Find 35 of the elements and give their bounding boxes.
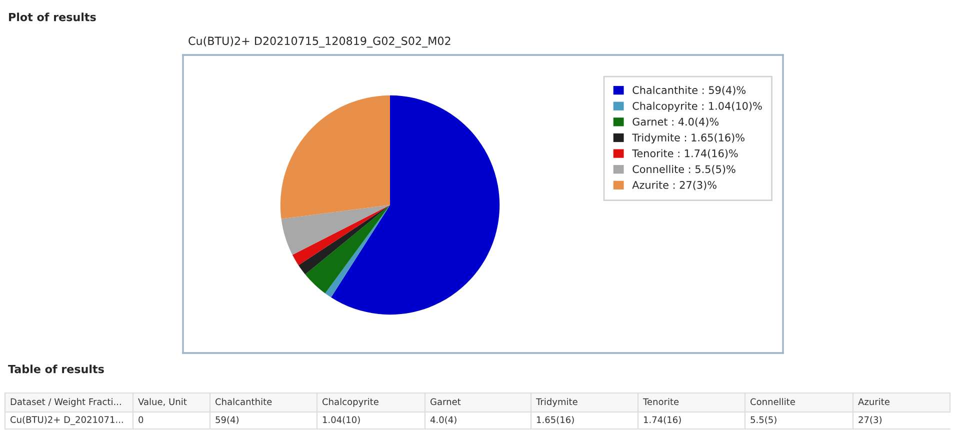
text: 0 [138,416,144,424]
text: 1.74(16) [644,416,681,424]
legend-label: Tridymite : 1.65(16)% [632,133,744,144]
text: Plot of results [9,12,96,22]
text: 4.0(4) [430,416,456,424]
category-label: Dataset / Weight Fracti... [10,398,121,407]
legend-label: Tenorite : 1.74(16)% [632,149,738,158]
chart-title: Cu(BTU)2+ D20210715_120819_G02_S02_M02 [188,36,450,48]
category-label: Garnet [430,398,461,406]
category-label: Chalcanthite [216,398,272,406]
text: 27(3) [858,416,882,424]
legend-label: Azurite : 27(3)% [632,180,716,190]
pie-slice [292,205,390,266]
category-label: Connellite [750,398,795,406]
legend-label: Garnet : 4.0(4)% [632,118,719,127]
legend-label: Chalcanthite : 59(4)% [632,86,746,96]
text: Table of results [8,364,104,374]
pie-slice [325,205,390,298]
legend-label: Chalcopyrite : 1.04(10)% [632,102,762,112]
category-label: Value, Unit [138,398,187,406]
category-label: Azurite [858,398,890,406]
text: 59(4) [216,416,238,424]
text: Cu(BTU)2+ D_2021071... [10,416,123,425]
pie-slice [298,205,390,274]
category-label: Chalcopyrite [322,398,378,407]
pie-slice [331,95,500,315]
category-label: Tridymite [536,398,578,407]
text: 1.65(16) [536,416,574,424]
pie-slice [281,205,390,255]
category-label: Tenorite [642,398,679,406]
pie-slice [305,205,390,294]
text: 1.04(10) [322,416,360,424]
pie-slice [280,95,390,219]
text: 5.5(5) [750,416,776,424]
legend-label: Connellite : 5.5(5)% [632,165,736,174]
